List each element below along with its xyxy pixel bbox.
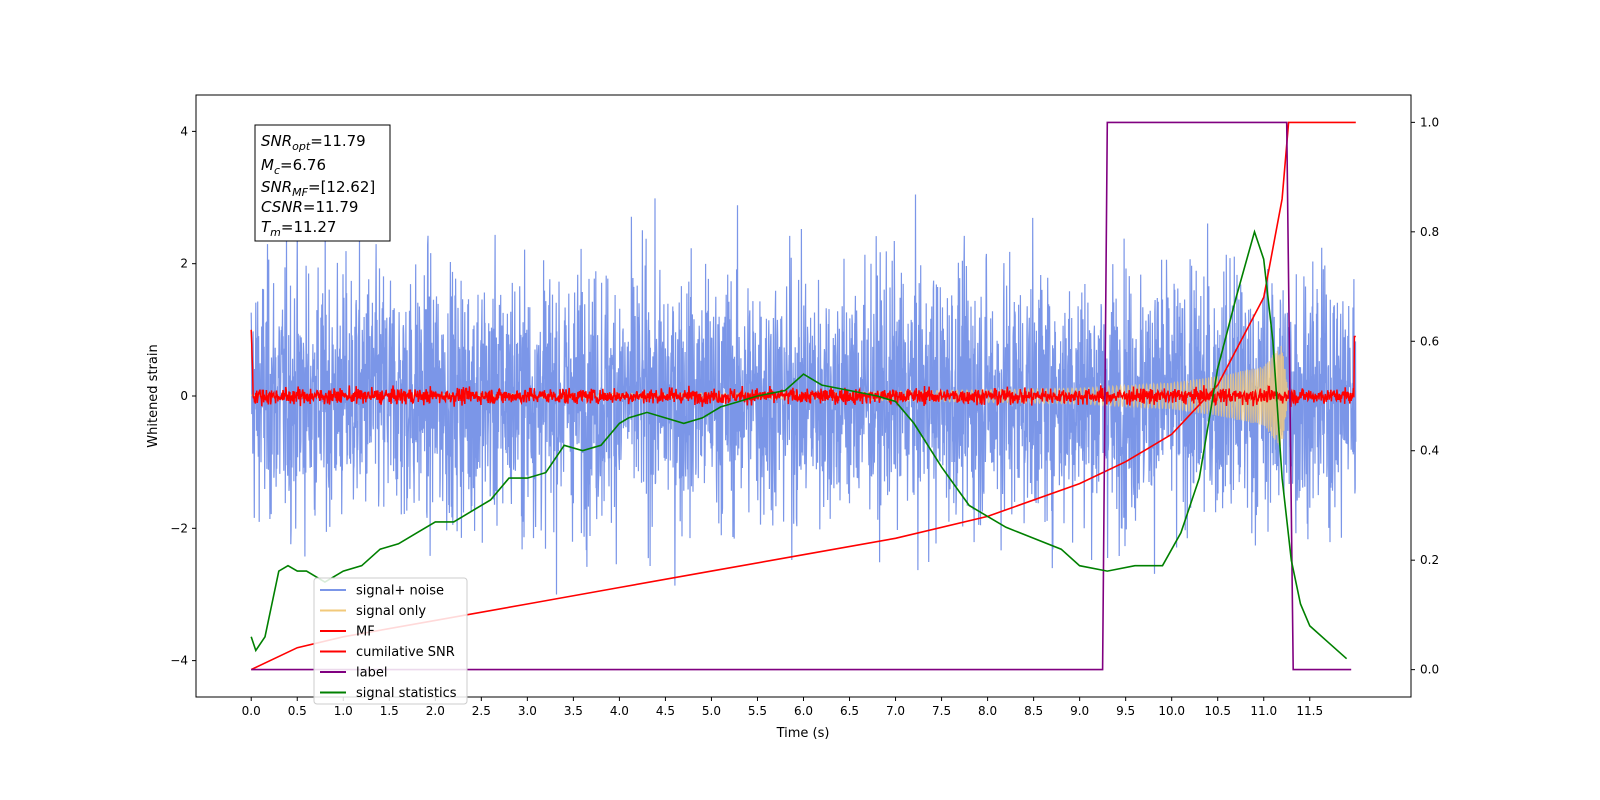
x-tick-label: 3.5	[564, 704, 583, 718]
x-tick-label: 4.5	[656, 704, 675, 718]
x-tick-label: 6.0	[794, 704, 813, 718]
series-mf-line	[250, 329, 1356, 407]
x-tick-label: 3.0	[518, 704, 537, 718]
x-tick-label: 10.0	[1158, 704, 1185, 718]
x-tick-label: 5.0	[702, 704, 721, 718]
x-tick-label: 7.0	[886, 704, 905, 718]
legend-frame	[313, 577, 468, 705]
x-tick-label: 2.5	[472, 704, 491, 718]
x-tick-label: 5.5	[748, 704, 767, 718]
legend-label: signal+ noise	[356, 584, 444, 599]
x-axis: 0.0 0.5 1.0 1.5 2.0 2.5 3.0 3.5 4.0 4.5 5.0 5.5 6.0 6…	[242, 697, 1323, 718]
series-signal-statistics-line	[250, 229, 1348, 660]
legend-label: label	[356, 666, 387, 681]
series-label-line	[251, 121, 1352, 671]
legend-label: signal only	[356, 604, 426, 619]
x-tick-label: 10.5	[1204, 704, 1231, 718]
y-tick-label: −4	[170, 654, 188, 668]
y-axis-label: Whitened strain	[146, 344, 161, 447]
x-tick-label: 8.0	[978, 704, 997, 718]
x-tick-label: 1.0	[334, 704, 353, 718]
x-axis-label: Time (s)	[776, 726, 830, 741]
annotation-frame	[254, 124, 391, 242]
x-tick-label: 11.0	[1250, 704, 1277, 718]
y2-tick-label: 0.2	[1420, 553, 1439, 567]
legend-label: signal statistics	[356, 686, 457, 701]
y2-tick-label: 0.8	[1420, 225, 1439, 239]
y-tick-label: −2	[170, 521, 188, 535]
x-tick-label: 7.5	[932, 704, 951, 718]
annotation-snr-mf: SNRMF=[12.62]	[261, 178, 375, 199]
x-tick-label: 2.0	[426, 704, 445, 718]
x-tick-label: 0.0	[242, 704, 261, 718]
y-tick-label: 4	[180, 124, 188, 138]
legend: signal+ noise signal only MF cumilative SNR…	[313, 577, 468, 705]
y-axis-right: 1.0 0.8 0.6 0.4 0.2 0.0	[1411, 115, 1439, 677]
x-tick-label: 1.5	[380, 704, 399, 718]
annotation-tm: Tm=11.27	[261, 218, 336, 239]
y2-tick-label: 0.0	[1420, 663, 1439, 677]
y-axis-left: 4 2 0 −2 −4	[170, 124, 196, 668]
y2-tick-label: 0.6	[1420, 334, 1439, 348]
series-signal-noise-line	[250, 194, 1357, 595]
annotation-mc: Mc=6.76	[261, 156, 326, 177]
y2-tick-label: 1.0	[1420, 115, 1439, 129]
x-tick-label: 9.5	[1116, 704, 1135, 718]
x-tick-label: 4.0	[610, 704, 629, 718]
y-tick-label: 0	[180, 389, 188, 403]
legend-label: cumilative SNR	[356, 645, 455, 660]
legend-label: MF	[356, 625, 375, 640]
x-tick-label: 0.5	[288, 704, 307, 718]
x-tick-label: 11.5	[1296, 704, 1323, 718]
y-tick-label: 2	[180, 257, 188, 271]
y2-tick-label: 0.4	[1420, 444, 1439, 458]
annotation-box: SNRopt=11.79 Mc=6.76 SNRMF=[12.62] CSNR=…	[254, 124, 391, 242]
x-tick-label: 6.5	[840, 704, 859, 718]
x-tick-label: 9.0	[1070, 704, 1089, 718]
annotation-csnr: CSNR=11.79	[261, 198, 358, 216]
annotation-snr-opt: SNRopt=11.79	[261, 132, 366, 153]
x-tick-label: 8.5	[1024, 704, 1043, 718]
